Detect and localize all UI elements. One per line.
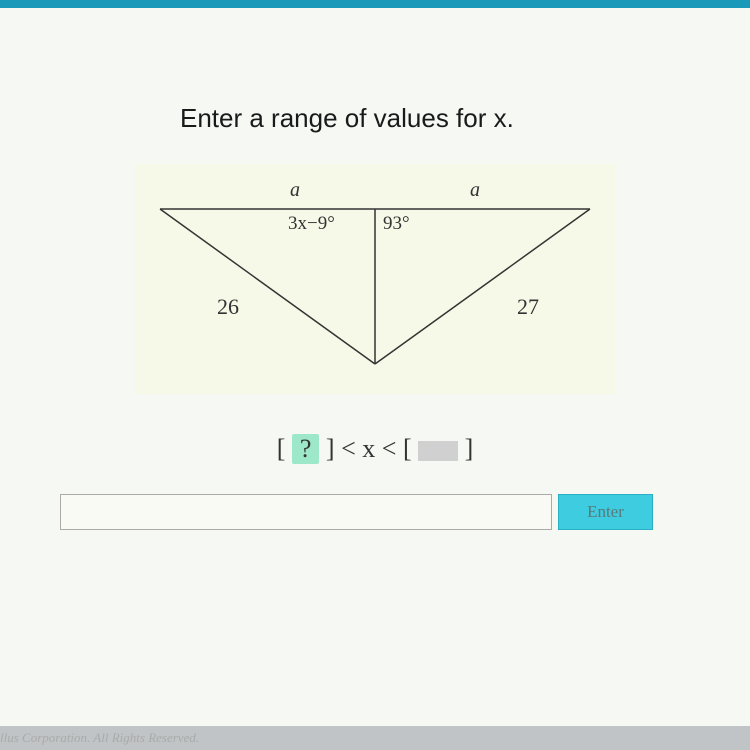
bracket-open-1: [: [277, 434, 286, 463]
bracket-open-2: [: [403, 434, 412, 463]
input-row: Enter: [60, 494, 750, 530]
answer-input[interactable]: [60, 494, 552, 530]
bracket-close-1: ]: [326, 434, 335, 463]
lt-2: <: [382, 434, 397, 463]
question-text: Enter a range of values for x.: [180, 103, 750, 134]
answer-qmark[interactable]: ?: [292, 434, 320, 464]
answer-template: [ ? ] < x < [ ]: [0, 434, 750, 464]
enter-button[interactable]: Enter: [558, 494, 653, 530]
var-x: x: [362, 434, 375, 463]
label-angle-left: 3x−9°: [288, 213, 335, 235]
label-angle-right: 93°: [383, 213, 410, 235]
bracket-close-2: ]: [465, 434, 474, 463]
top-bar: [0, 0, 750, 8]
footer-copyright: llus Corporation. All Rights Reserved.: [0, 730, 199, 746]
label-side-a-left: a: [290, 179, 300, 202]
label-side-26: 26: [217, 294, 239, 320]
lt-1: <: [341, 434, 356, 463]
label-side-27: 27: [517, 294, 539, 320]
triangle-diagram: a a 3x−9° 93° 26 27: [135, 164, 615, 394]
content-area: Enter a range of values for x. a a 3x−9°…: [0, 8, 750, 726]
label-side-a-right: a: [470, 179, 480, 202]
answer-blank[interactable]: [418, 441, 458, 461]
diagram-svg: [135, 164, 615, 394]
